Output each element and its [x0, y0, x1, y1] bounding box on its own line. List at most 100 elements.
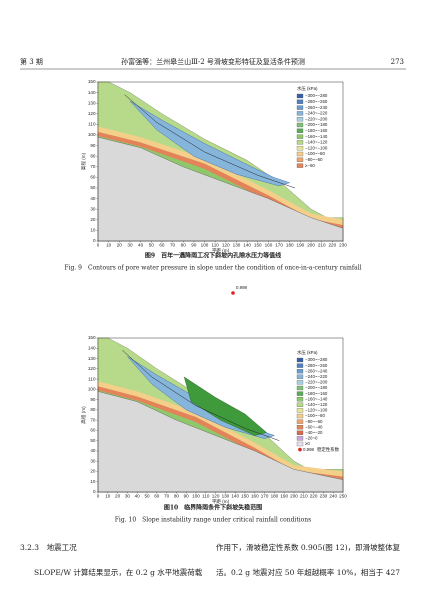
legend-label: ≥0 [305, 441, 310, 446]
legend-swatch [296, 157, 304, 162]
x-tick-label: 0 [97, 494, 100, 499]
legend-label: −220~−200 [305, 116, 328, 121]
x-tick-label: 150 [241, 494, 249, 499]
x-tick-label: 50 [149, 243, 155, 248]
x-tick-label: 60 [159, 243, 165, 248]
legend-swatch [296, 99, 304, 104]
x-tick-label: 160 [251, 494, 259, 499]
body-text: SLOPE/W 计算结果显示，在 0.2 g 水平地震荷载 [34, 567, 203, 577]
x-tick-label: 190 [280, 494, 288, 499]
y-tick-label: 90 [90, 143, 96, 148]
x-tick-label: 180 [271, 494, 279, 499]
y-tick-label: 30 [90, 206, 96, 211]
legend-swatch [296, 397, 304, 402]
legend-label: −300~−280 [305, 357, 328, 362]
x-tick-label: 70 [164, 494, 170, 499]
x-tick-label: 130 [233, 243, 241, 248]
y-tick-label: 110 [88, 376, 96, 381]
legend-swatch [296, 105, 304, 110]
body-text: 作用下，滑坡稳定性系数 0.905(图 12)，即滑坡整体复 [216, 542, 401, 552]
y-tick-label: 50 [90, 185, 96, 190]
x-tick-label: 20 [115, 494, 121, 499]
legend-label: −140~−120 [305, 402, 328, 407]
x-tick-label: 130 [222, 494, 230, 499]
legend-label: −260~−240 [305, 105, 328, 110]
x-tick-label: 110 [212, 243, 220, 248]
legend-swatch [296, 380, 304, 385]
slip-surface [122, 350, 280, 441]
stability-marker [231, 291, 235, 295]
y-axis-label: 高程 (m) [80, 152, 87, 170]
x-axis-label: 平距 (m) [212, 499, 230, 505]
legend-swatch [296, 357, 304, 363]
issue: 第 3 期 [20, 57, 43, 66]
y-tick-label: 120 [88, 111, 96, 116]
legend-title: 水压 (kPa) [297, 85, 318, 92]
y-tick-label: 0 [93, 238, 96, 243]
y-tick-label: 120 [88, 366, 96, 371]
x-tick-label: 170 [275, 243, 283, 248]
legend-label: −200~−180 [305, 122, 328, 127]
y-tick-label: 70 [90, 417, 96, 422]
x-tick-label: 80 [174, 494, 180, 499]
y-tick-label: 110 [88, 122, 96, 127]
y-tick-label: 80 [90, 407, 96, 412]
plot-frame [97, 81, 344, 242]
y-axis-label: 高程 (m) [80, 406, 87, 424]
legend-label: −40~−20 [305, 430, 323, 435]
legend-label: −20~0 [305, 436, 318, 441]
legend-label: ≥−60 [305, 163, 315, 168]
legend-swatch [296, 146, 304, 151]
legend-swatch [296, 134, 304, 139]
legend-label: −100~−80 [305, 151, 325, 156]
legend-label: −240~−220 [305, 111, 328, 116]
x-tick-label: 140 [231, 494, 239, 499]
legend-swatch [296, 402, 304, 407]
legend-label: −180~−160 [305, 128, 328, 133]
y-tick-label: 150 [88, 79, 96, 84]
x-tick-label: 20 [117, 243, 123, 248]
legend-label: −260~−240 [305, 368, 328, 373]
x-tick-label: 100 [192, 494, 200, 499]
x-tick-label: 10 [105, 494, 111, 499]
x-tick-label: 250 [339, 494, 347, 499]
y-tick-label: 50 [90, 438, 96, 443]
legend-swatch [296, 413, 304, 419]
legend-label: −240~−220 [305, 374, 328, 379]
legend-label: −180~−160 [305, 391, 328, 396]
x-tick-label: 190 [297, 243, 305, 248]
legend-label: −160~−140 [305, 396, 328, 401]
legend-swatch [296, 117, 304, 122]
x-tick-label: 220 [329, 243, 337, 248]
y-tick-label: 140 [88, 90, 96, 95]
x-tick-label: 220 [310, 494, 318, 499]
legend-swatch [296, 374, 304, 379]
x-axis-label: 平距 (m) [212, 248, 230, 254]
x-tick-label: 10 [106, 243, 112, 248]
x-tick-label: 120 [212, 494, 220, 499]
x-tick-label: 30 [125, 494, 131, 499]
legend-swatch [296, 128, 304, 133]
x-tick-label: 90 [191, 243, 197, 248]
x-tick-label: 60 [154, 494, 160, 499]
caption-cn: 图9 百年一遇降雨工况下斜坡内孔隙水压力等值线 [145, 252, 281, 260]
legend-swatch [296, 363, 304, 368]
marker-label: 0.998 [236, 285, 248, 290]
legend-swatch [296, 441, 304, 447]
caption-en: Fig. 10 Slope instability range under cr… [115, 517, 311, 524]
legend-label: −160~−140 [305, 134, 328, 139]
legend-label: −280~−260 [305, 99, 328, 104]
x-tick-label: 210 [300, 494, 308, 499]
pore-band [98, 131, 343, 229]
x-tick-label: 40 [135, 494, 141, 499]
x-tick-label: 80 [181, 243, 187, 248]
legend-swatch [296, 163, 304, 168]
page-number: 273 [391, 58, 404, 66]
x-tick-label: 200 [290, 494, 298, 499]
legend-swatch [296, 430, 304, 435]
pore-band [98, 126, 343, 227]
y-tick-label: 130 [88, 100, 96, 105]
x-tick-label: 170 [261, 494, 269, 499]
legend-label: −300~−280 [305, 93, 328, 98]
x-tick-label: 200 [307, 243, 315, 248]
